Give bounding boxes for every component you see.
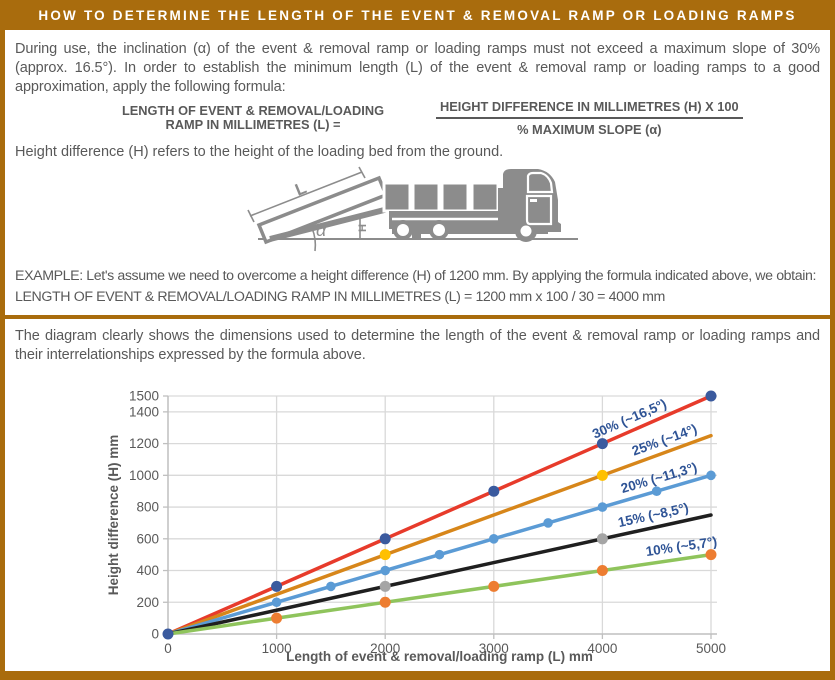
y-tick-label: 1200 [129,436,159,451]
formula-fraction: HEIGHT DIFFERENCE IN MILLIMETRES (H) X 1… [436,99,743,137]
y-tick-label: 600 [136,531,159,546]
section-divider [5,315,830,319]
diagram-paragraph: The diagram clearly shows the dimensions… [15,328,820,363]
series-markers-25 [379,469,608,561]
data-point [488,485,500,497]
data-point [706,470,716,481]
data-point [434,549,445,560]
data-point [651,486,662,496]
y-tick-label: 1000 [129,468,159,483]
data-point [271,597,282,608]
data-point [596,565,608,577]
example-line2: LENGTH OF EVENT & REMOVAL/LOADING RAMP I… [15,289,665,305]
page-title: HOW TO DETERMINE THE LENGTH OF THE EVENT… [0,0,835,30]
y-tick-label: 1400 [129,404,159,419]
series-markers-20 [271,470,716,608]
x-tick-label: 3000 [479,641,509,656]
axes [163,395,717,639]
height-note: Height difference (H) refers to the heig… [15,144,504,160]
series-markers-30 [162,390,717,640]
truck-ramp-svg: L α H [247,166,578,252]
data-point [380,565,391,576]
y-tick-label: 0 [151,627,159,642]
data-point [162,628,174,640]
x-tick-label: 2000 [370,641,400,656]
right-border [830,0,835,680]
y-tick-label: 800 [136,500,159,515]
length-label: L [292,178,309,200]
height-label: H [357,224,369,232]
series-line [166,433,713,636]
example-block: EXAMPLE: Let's assume we need to overcom… [15,266,820,308]
data-point [489,534,499,544]
formula-lhs-line1: LENGTH OF EVENT & REMOVAL/LOADING [121,103,385,118]
series-30 [166,394,713,636]
formula-lhs: LENGTH OF EVENT & REMOVAL/LOADING RAMP I… [88,104,418,132]
data-point [326,581,336,592]
series-line [166,513,713,636]
x-tick-label: 1000 [262,641,292,656]
intro-paragraph: During use, the inclination (α) of the e… [15,41,820,95]
data-point [271,612,283,624]
data-point [488,580,500,592]
example-line1: EXAMPLE: Let's assume we need to overcom… [15,268,816,284]
data-point [596,469,608,481]
y-tick-label: 200 [136,595,159,610]
angle-label: α [316,220,327,240]
series-25 [166,433,713,636]
data-point [705,390,717,402]
y-tick-label: 1500 [129,389,159,404]
series-markers-15 [379,533,608,592]
data-point [379,549,391,561]
series-markers-10 [271,549,717,624]
truck-ramp-illustration: L α H [240,166,600,266]
series-15 [166,513,713,636]
left-border [0,0,5,680]
series-line [166,394,713,636]
data-point [596,533,608,545]
y-axis-title: Height difference (H) mm [106,435,121,596]
data-point [379,533,391,545]
height-dimension [354,215,366,240]
formula-block: LENGTH OF EVENT & REMOVAL/LOADING RAMP I… [88,99,745,137]
bottom-border [0,671,835,680]
data-point [543,518,553,528]
length-dimension [247,166,366,223]
data-point [597,502,608,512]
x-tick-label: 5000 [696,641,726,656]
formula-denominator: % MAXIMUM SLOPE (α) [517,122,662,137]
formula-numerator: HEIGHT DIFFERENCE IN MILLIMETRES (H) X 1… [436,99,743,119]
truck [382,169,561,242]
data-point [271,580,283,592]
x-tick-label: 4000 [587,641,617,656]
data-point [705,549,717,561]
formula-lhs-line2: RAMP IN MILLIMETRES (L) = [165,117,341,132]
data-point [596,438,608,450]
series-label: 15% (~8,5°) [617,500,690,530]
x-tick-label: 0 [164,641,172,656]
crates [382,181,500,213]
y-tick-label: 400 [136,563,159,578]
series-line [166,552,713,636]
slope-chart: 0 200 400 600 800 1000 1200 1400 1500 0 1000 2000 30… [88,383,788,668]
truck-cab [498,169,561,232]
ramp-slab [256,175,389,245]
deployed-ramp [269,205,393,242]
gridlines [168,395,717,634]
data-point [379,596,391,608]
x-axis-title: Length of event & removal/loading ramp (… [286,649,593,664]
angle-arc [311,227,317,252]
series-10 [166,552,713,636]
data-point [379,580,391,592]
